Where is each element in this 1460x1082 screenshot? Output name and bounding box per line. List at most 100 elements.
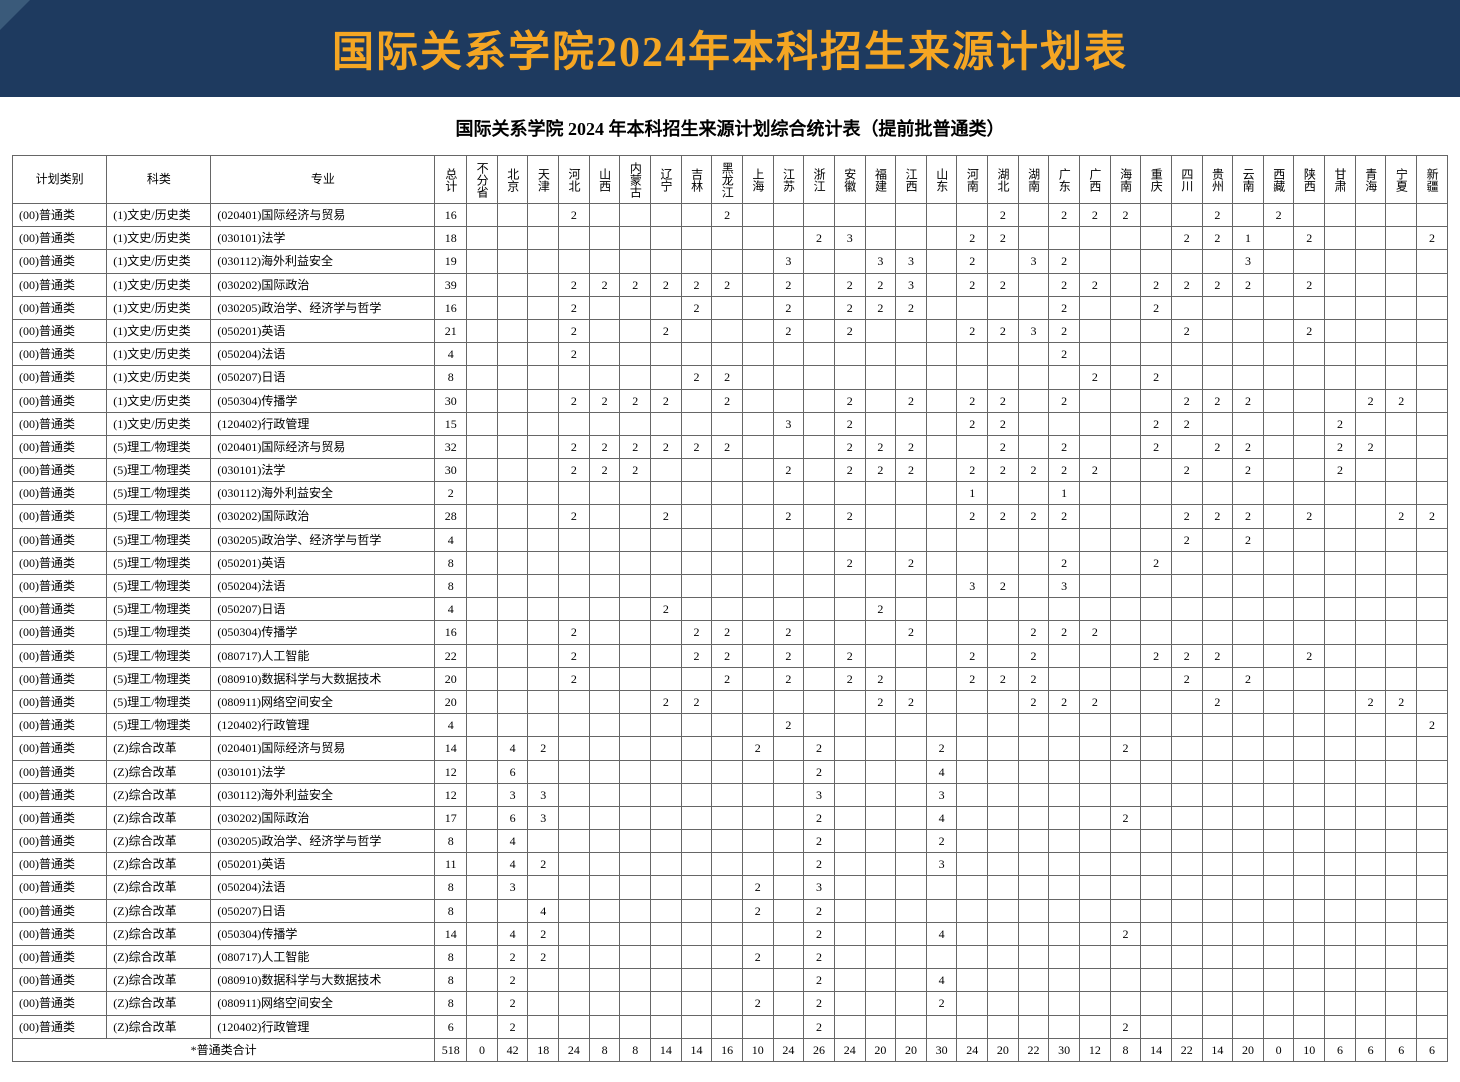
cell: 2 <box>559 621 590 644</box>
cell: 2 <box>896 435 927 458</box>
cell <box>651 922 682 945</box>
cell: 3 <box>773 412 804 435</box>
cell: 2 <box>1171 273 1202 296</box>
cell: 26 <box>804 1038 835 1061</box>
cell <box>1355 899 1386 922</box>
cell <box>1141 992 1172 1015</box>
cell <box>559 760 590 783</box>
cell <box>1018 296 1049 319</box>
cell <box>1110 343 1141 366</box>
cell <box>988 806 1019 829</box>
cell <box>957 714 988 737</box>
cell: 2 <box>865 435 896 458</box>
cell <box>497 667 528 690</box>
cell <box>528 690 559 713</box>
cell <box>988 343 1019 366</box>
cell: (050201)英语 <box>211 319 435 342</box>
cell <box>651 459 682 482</box>
cell <box>1355 667 1386 690</box>
cell <box>620 528 651 551</box>
cell: (080911)网络空间安全 <box>211 992 435 1015</box>
cell: (1)文史/历史类 <box>107 227 211 250</box>
cell <box>804 435 835 458</box>
cell: 2 <box>1049 690 1080 713</box>
cell: 2 <box>620 273 651 296</box>
cell <box>773 830 804 853</box>
cell <box>589 204 620 227</box>
cell <box>1386 922 1417 945</box>
cell <box>528 227 559 250</box>
cell: 2 <box>957 389 988 412</box>
cell <box>1325 992 1356 1015</box>
cell <box>620 621 651 644</box>
cell <box>742 204 773 227</box>
cell <box>651 528 682 551</box>
cell <box>1141 737 1172 760</box>
cell <box>896 992 927 1015</box>
cell <box>1294 922 1325 945</box>
col-header: 福建 <box>865 156 896 204</box>
cell <box>1294 1015 1325 1038</box>
cell <box>1202 598 1233 621</box>
cell <box>834 760 865 783</box>
cell <box>712 575 743 598</box>
cell: (00)普通类 <box>13 296 107 319</box>
cell <box>1080 482 1111 505</box>
cell <box>988 250 1019 273</box>
cell <box>1417 621 1448 644</box>
cell <box>651 876 682 899</box>
cell <box>1355 296 1386 319</box>
cell <box>497 690 528 713</box>
cell <box>773 482 804 505</box>
cell: 2 <box>804 899 835 922</box>
cell <box>712 227 743 250</box>
cell <box>589 830 620 853</box>
cell: 2 <box>804 227 835 250</box>
cell: 2 <box>865 690 896 713</box>
cell: 2 <box>1110 922 1141 945</box>
cell: 2 <box>804 992 835 1015</box>
cell <box>651 575 682 598</box>
cell <box>1018 575 1049 598</box>
cell <box>865 969 896 992</box>
cell <box>1386 737 1417 760</box>
cell <box>589 366 620 389</box>
cell: (030101)法学 <box>211 760 435 783</box>
cell <box>896 806 927 829</box>
cell: 2 <box>651 319 682 342</box>
cell: (120402)行政管理 <box>211 1015 435 1038</box>
cell <box>651 1015 682 1038</box>
cell <box>926 876 957 899</box>
cell <box>559 250 590 273</box>
cell: (5)理工/物理类 <box>107 505 211 528</box>
cell <box>1417 853 1448 876</box>
cell: (5)理工/物理类 <box>107 598 211 621</box>
cell: (00)普通类 <box>13 366 107 389</box>
cell <box>528 482 559 505</box>
cell <box>1110 644 1141 667</box>
cell <box>1049 992 1080 1015</box>
cell <box>1355 575 1386 598</box>
cell <box>1294 551 1325 574</box>
cell <box>1386 644 1417 667</box>
cell: 2 <box>1018 505 1049 528</box>
cell: 2 <box>712 273 743 296</box>
cell <box>1325 667 1356 690</box>
cell <box>651 667 682 690</box>
cell <box>804 343 835 366</box>
cell: 2 <box>834 389 865 412</box>
cell: (00)普通类 <box>13 505 107 528</box>
cell <box>742 528 773 551</box>
cell: 2 <box>1202 204 1233 227</box>
cell: 3 <box>865 250 896 273</box>
cell: 2 <box>435 482 467 505</box>
cell: (00)普通类 <box>13 528 107 551</box>
cell: 20 <box>988 1038 1019 1061</box>
cell: 20 <box>435 667 467 690</box>
cell <box>1110 853 1141 876</box>
cell <box>1141 783 1172 806</box>
cell <box>1233 366 1264 389</box>
cell <box>804 644 835 667</box>
cell <box>559 598 590 621</box>
col-header: 青海 <box>1355 156 1386 204</box>
